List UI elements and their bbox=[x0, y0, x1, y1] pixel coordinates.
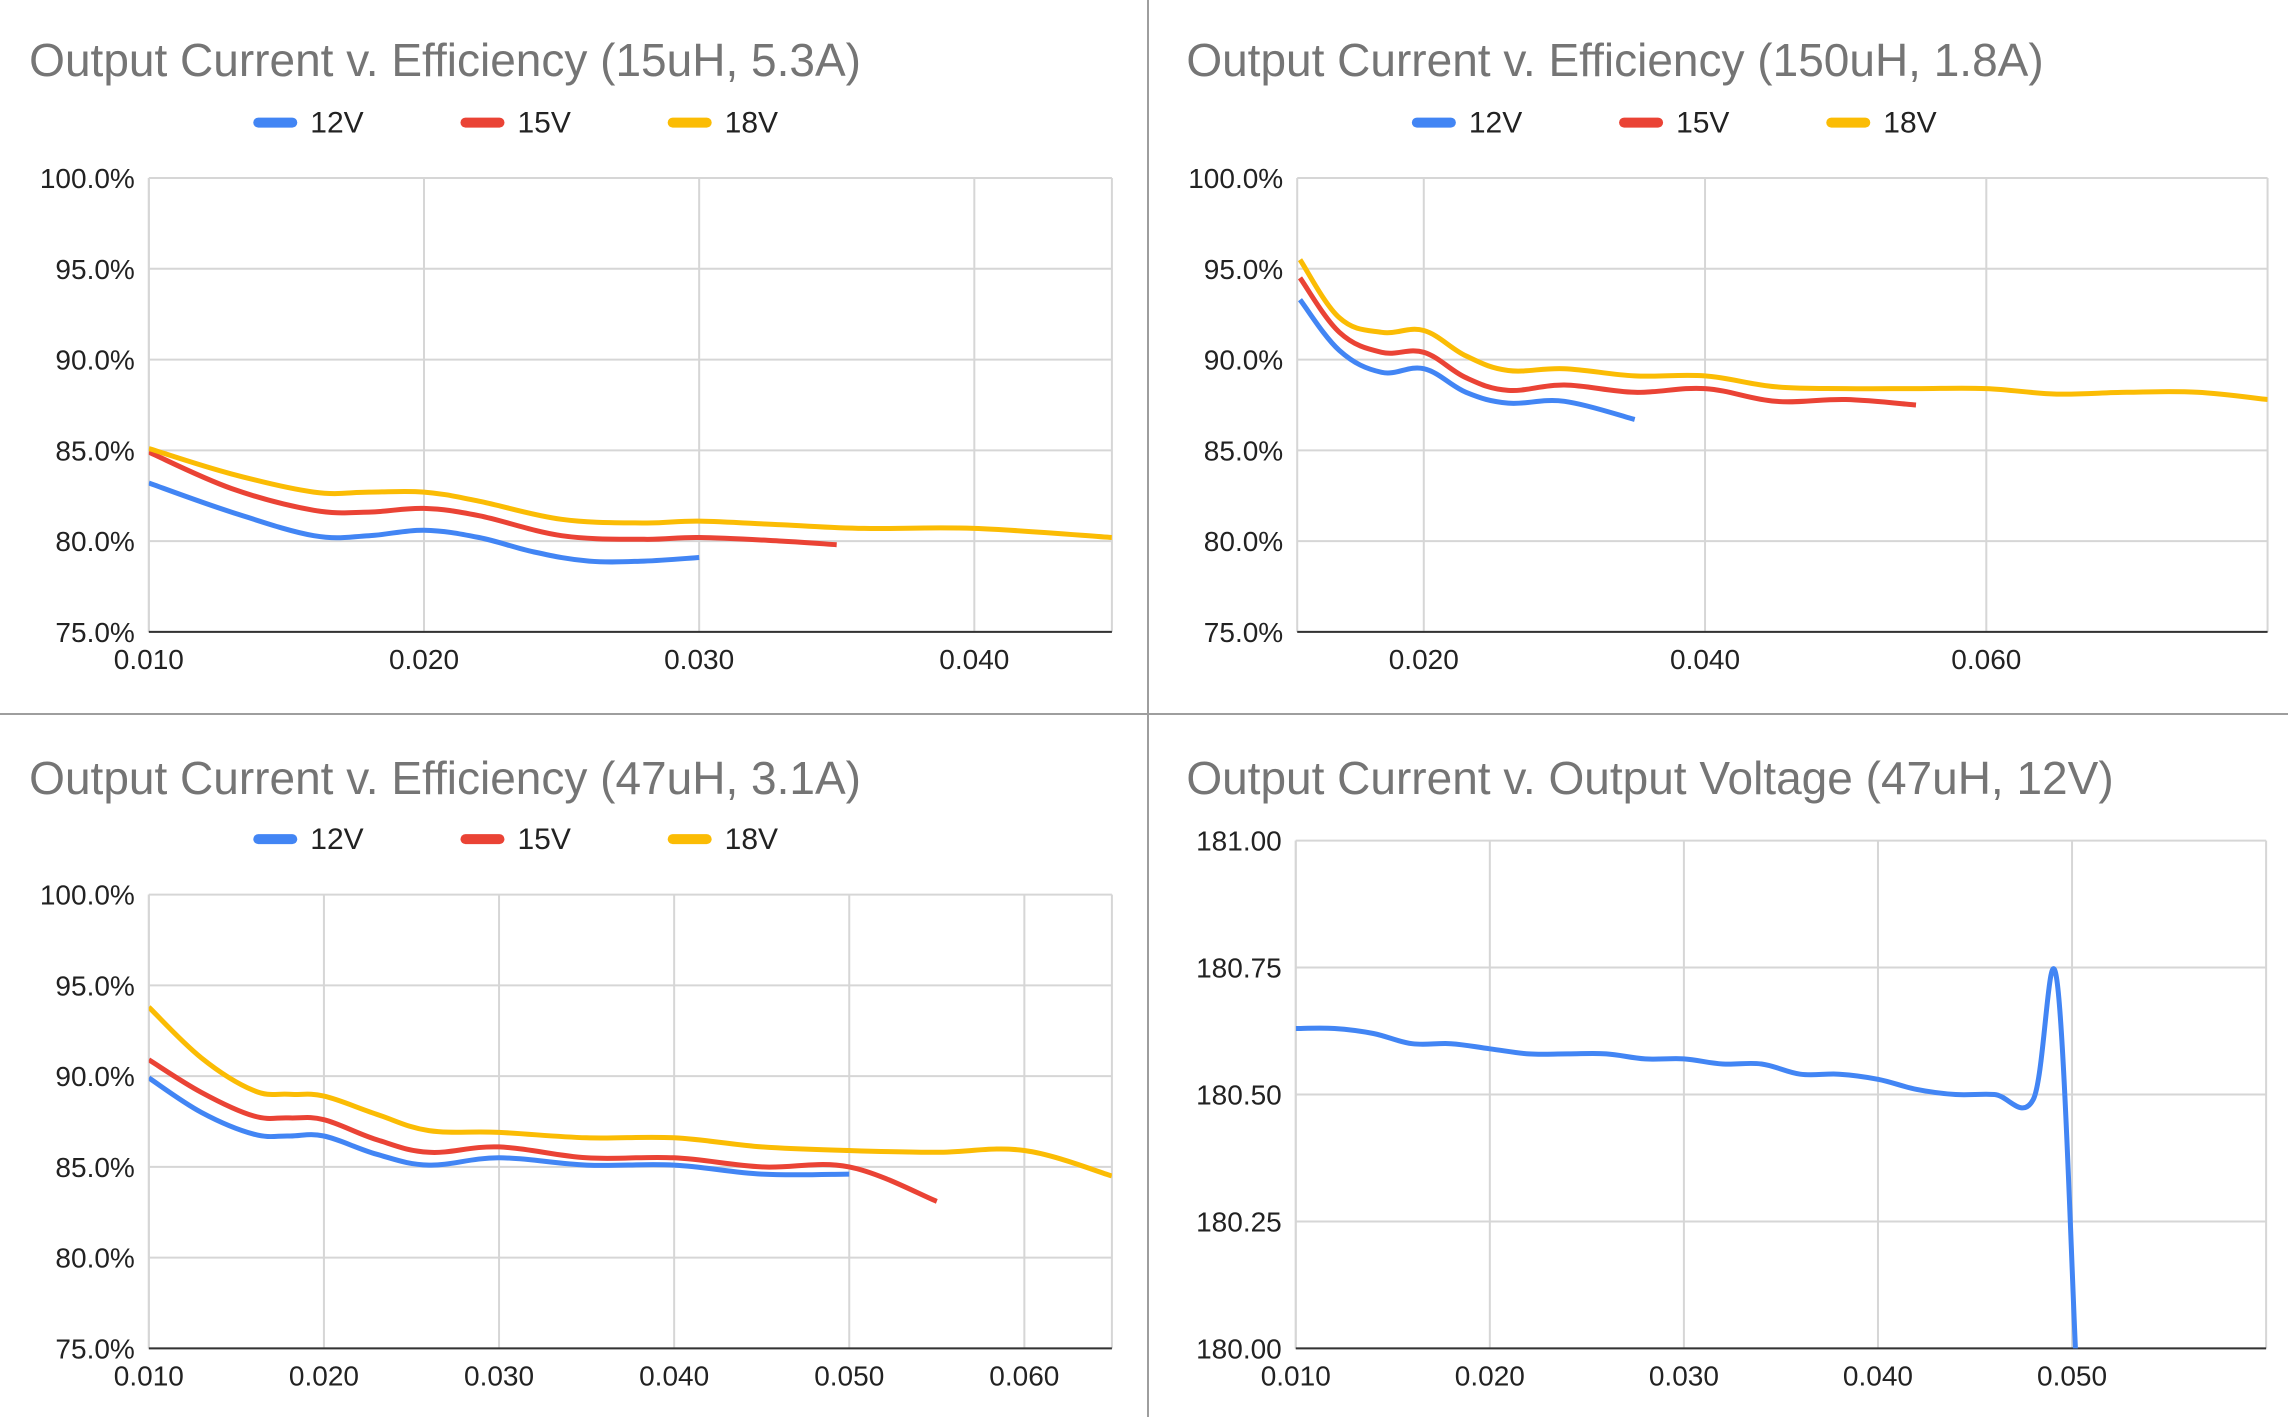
chart-title: Output Current v. Efficiency (47uH, 3.1A… bbox=[29, 752, 861, 804]
series-line-12V bbox=[148, 1075, 850, 1178]
x-tick-label: 0.060 bbox=[1951, 644, 2021, 675]
y-tick-label: 90.0% bbox=[55, 345, 134, 376]
y-tick-label: 75.0% bbox=[55, 617, 134, 648]
y-tick-label: 100.0% bbox=[40, 163, 135, 194]
x-tick-label: 0.020 bbox=[289, 1360, 359, 1391]
y-tick-label: 85.0% bbox=[55, 1152, 134, 1183]
legend-label: 15V bbox=[517, 107, 570, 140]
y-tick-label: 90.0% bbox=[1204, 345, 1283, 376]
y-tick-label: 75.0% bbox=[1204, 617, 1283, 648]
y-tick-label: 80.0% bbox=[1204, 526, 1283, 557]
chart-efficiency-150uH: Output Current v. Efficiency (150uH, 1.8… bbox=[1186, 34, 2269, 675]
legend-label: 12V bbox=[1469, 107, 1522, 140]
y-tick-label: 85.0% bbox=[1204, 435, 1283, 466]
chart-efficiency-15uH: Output Current v. Efficiency (15uH, 5.3A… bbox=[29, 34, 1113, 675]
x-tick-label: 0.030 bbox=[664, 644, 734, 675]
legend-label: 12V bbox=[310, 107, 363, 140]
legend-label: 18V bbox=[725, 823, 778, 856]
x-tick-label: 0.040 bbox=[1843, 1360, 1913, 1391]
series-line-voltage bbox=[1295, 966, 2078, 1349]
chart-title: Output Current v. Output Voltage (47uH, … bbox=[1186, 752, 2113, 804]
x-tick-label: 0.040 bbox=[639, 1360, 709, 1391]
series-line-18V bbox=[148, 1005, 1112, 1179]
x-tick-label: 0.060 bbox=[989, 1360, 1059, 1391]
chart-title: Output Current v. Efficiency (15uH, 5.3A… bbox=[29, 34, 861, 86]
y-tick-label: 180.00 bbox=[1196, 1333, 1282, 1364]
y-tick-label: 181.00 bbox=[1196, 826, 1282, 857]
series-line-15V bbox=[148, 449, 837, 548]
x-tick-label: 0.030 bbox=[1649, 1360, 1719, 1391]
x-tick-label: 0.030 bbox=[464, 1360, 534, 1391]
y-tick-label: 100.0% bbox=[1188, 163, 1283, 194]
chart-voltage-47uH: Output Current v. Output Voltage (47uH, … bbox=[1186, 752, 2268, 1391]
chart-efficiency-47uH: Output Current v. Efficiency (47uH, 3.1A… bbox=[29, 752, 1113, 1391]
legend-label: 15V bbox=[1676, 107, 1729, 140]
x-tick-label: 0.040 bbox=[939, 644, 1009, 675]
y-tick-label: 85.0% bbox=[55, 435, 134, 466]
series-line-12V bbox=[1298, 298, 1636, 422]
legend-label: 12V bbox=[310, 823, 363, 856]
x-tick-label: 0.020 bbox=[1389, 644, 1459, 675]
y-tick-label: 80.0% bbox=[55, 526, 134, 557]
x-tick-label: 0.050 bbox=[814, 1360, 884, 1391]
y-tick-label: 80.0% bbox=[55, 1243, 134, 1274]
y-tick-label: 95.0% bbox=[55, 970, 134, 1001]
x-tick-label: 0.040 bbox=[1670, 644, 1740, 675]
x-tick-label: 0.010 bbox=[1261, 1360, 1331, 1391]
series-line-18V bbox=[1297, 258, 2268, 402]
y-tick-label: 180.25 bbox=[1196, 1206, 1282, 1237]
legend-label: 15V bbox=[517, 823, 570, 856]
series-line-18V bbox=[148, 446, 1112, 540]
series-line-12V bbox=[148, 480, 700, 565]
legend-label: 18V bbox=[1883, 107, 1936, 140]
x-tick-label: 0.010 bbox=[114, 644, 184, 675]
chart-title: Output Current v. Efficiency (150uH, 1.8… bbox=[1186, 34, 2043, 86]
y-tick-label: 180.50 bbox=[1196, 1079, 1282, 1110]
y-tick-label: 100.0% bbox=[40, 880, 135, 911]
y-tick-label: 95.0% bbox=[1204, 254, 1283, 285]
y-tick-label: 95.0% bbox=[55, 254, 134, 285]
y-tick-label: 75.0% bbox=[55, 1333, 134, 1364]
x-tick-label: 0.020 bbox=[1455, 1360, 1525, 1391]
legend-label: 18V bbox=[725, 107, 778, 140]
x-tick-label: 0.050 bbox=[2037, 1360, 2107, 1391]
series-line-15V bbox=[148, 1057, 938, 1204]
series-line-15V bbox=[1297, 276, 1917, 408]
y-tick-label: 90.0% bbox=[55, 1061, 134, 1092]
y-tick-label: 180.75 bbox=[1196, 953, 1282, 984]
x-tick-label: 0.010 bbox=[114, 1360, 184, 1391]
x-tick-label: 0.020 bbox=[389, 644, 459, 675]
